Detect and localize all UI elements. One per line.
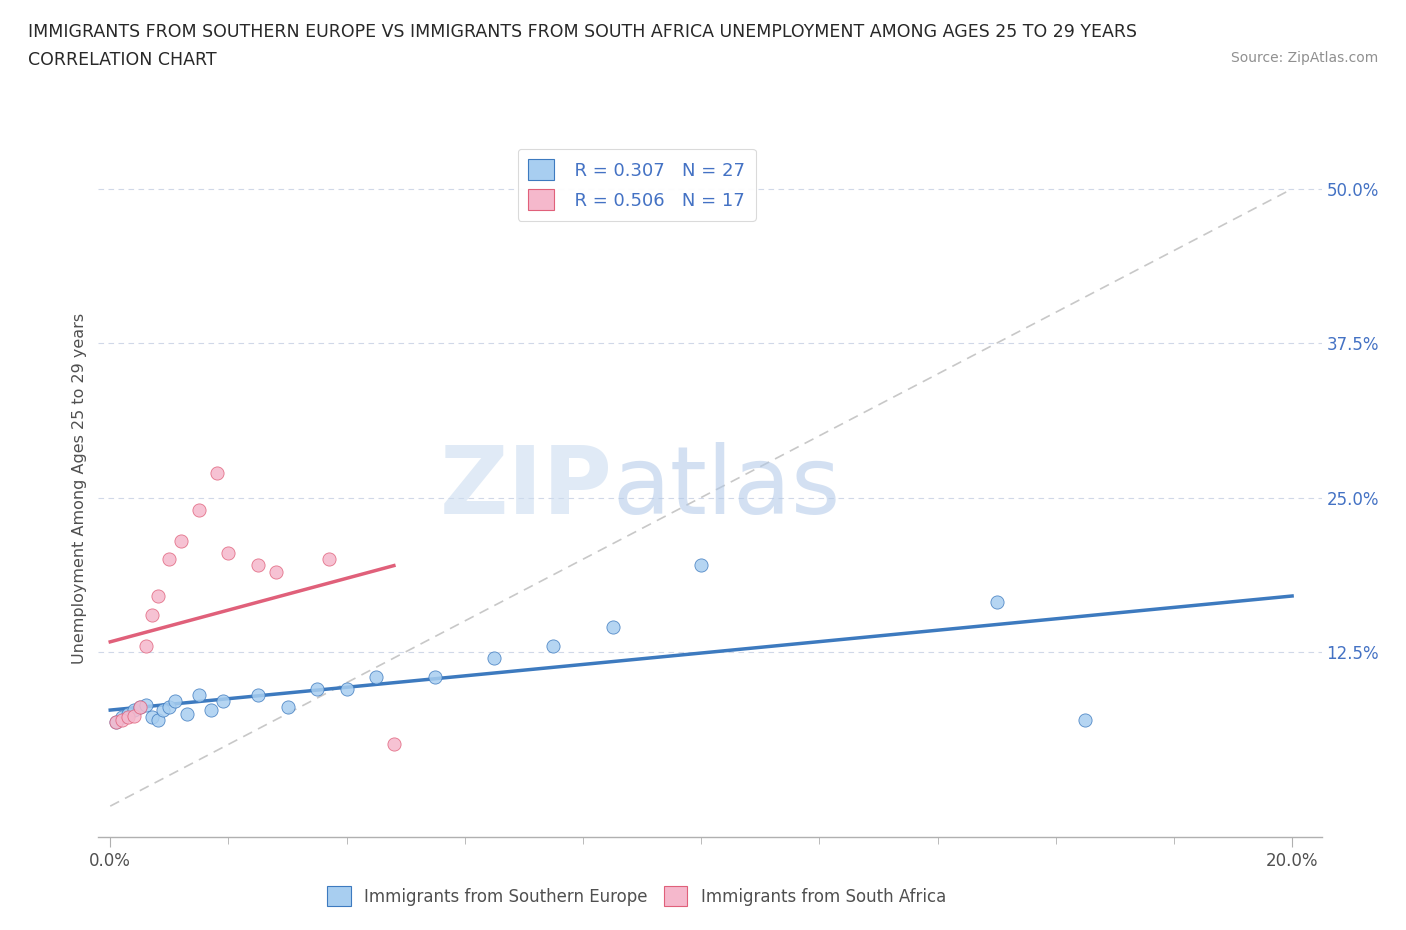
Point bbox=[318, 551, 340, 566]
Point bbox=[128, 700, 150, 715]
Point bbox=[117, 710, 139, 724]
Point bbox=[307, 682, 329, 697]
Point bbox=[1074, 712, 1097, 727]
Point bbox=[211, 694, 233, 709]
Point bbox=[165, 694, 187, 709]
Point bbox=[543, 638, 565, 653]
Point bbox=[382, 737, 405, 751]
Point bbox=[135, 698, 157, 712]
Point bbox=[146, 589, 169, 604]
Point bbox=[366, 669, 388, 684]
Point bbox=[484, 651, 506, 666]
Text: IMMIGRANTS FROM SOUTHERN EUROPE VS IMMIGRANTS FROM SOUTH AFRICA UNEMPLOYMENT AMO: IMMIGRANTS FROM SOUTHERN EUROPE VS IMMIG… bbox=[28, 23, 1137, 41]
Point bbox=[176, 706, 198, 721]
Point bbox=[170, 533, 193, 548]
Point bbox=[111, 710, 134, 724]
Y-axis label: Unemployment Among Ages 25 to 29 years: Unemployment Among Ages 25 to 29 years bbox=[72, 312, 87, 664]
Point bbox=[105, 715, 128, 730]
Point bbox=[336, 682, 359, 697]
Point bbox=[264, 565, 287, 579]
Point bbox=[122, 702, 145, 717]
Point bbox=[141, 607, 163, 622]
Point bbox=[205, 465, 228, 480]
Point bbox=[117, 706, 139, 721]
Point bbox=[141, 710, 163, 724]
Text: CORRELATION CHART: CORRELATION CHART bbox=[28, 51, 217, 69]
Point bbox=[152, 702, 174, 717]
Legend: Immigrants from Southern Europe, Immigrants from South Africa: Immigrants from Southern Europe, Immigra… bbox=[321, 880, 953, 912]
Point bbox=[690, 558, 713, 573]
Point bbox=[111, 712, 134, 727]
Point bbox=[146, 712, 169, 727]
Point bbox=[157, 551, 180, 566]
Point bbox=[187, 687, 209, 702]
Point bbox=[200, 702, 222, 717]
Text: Source: ZipAtlas.com: Source: ZipAtlas.com bbox=[1230, 51, 1378, 65]
Point bbox=[105, 715, 128, 730]
Point bbox=[246, 687, 269, 702]
Point bbox=[135, 638, 157, 653]
Point bbox=[187, 502, 209, 517]
Point bbox=[425, 669, 447, 684]
Text: atlas: atlas bbox=[612, 443, 841, 534]
Point bbox=[157, 700, 180, 715]
Point bbox=[276, 700, 298, 715]
Point bbox=[986, 595, 1008, 610]
Point bbox=[602, 619, 624, 634]
Point bbox=[217, 546, 239, 561]
Point bbox=[122, 709, 145, 724]
Point bbox=[246, 558, 269, 573]
Text: ZIP: ZIP bbox=[439, 443, 612, 534]
Point bbox=[128, 700, 150, 715]
